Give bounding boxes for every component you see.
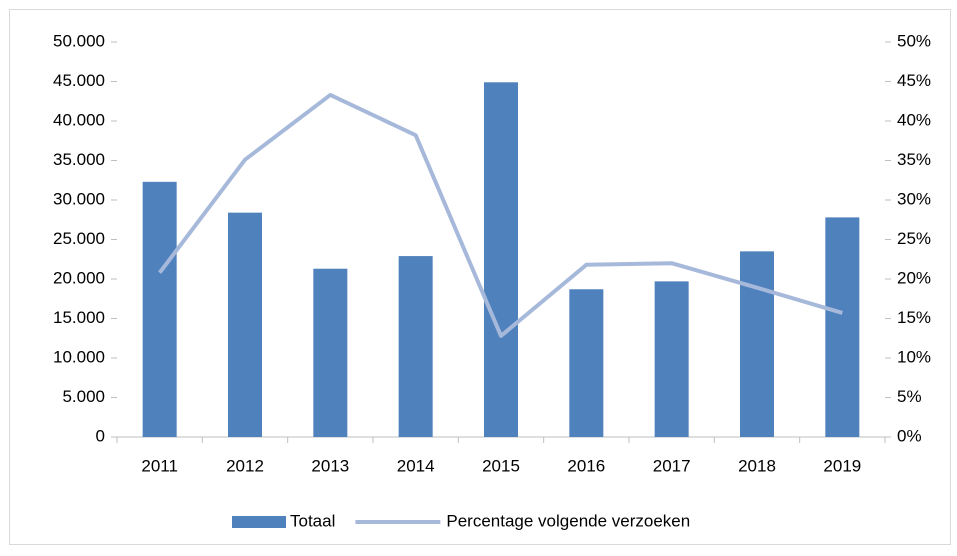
- y-tick-label: 0: [96, 426, 105, 445]
- y-tick-label: 30.000: [53, 189, 105, 208]
- x-tick-label: 2015: [482, 456, 520, 475]
- bar: [228, 212, 262, 437]
- x-tick-label: 2014: [397, 456, 435, 475]
- x-tick-label: 2016: [567, 456, 605, 475]
- line: [158, 92, 843, 338]
- y2-tick-label: 5%: [897, 387, 922, 406]
- bar: [398, 256, 433, 437]
- bar: [142, 181, 177, 437]
- y2-tick-label: 0%: [897, 426, 922, 445]
- y2-tick-label: 15%: [897, 308, 931, 327]
- x-tick-label: 2012: [226, 456, 264, 475]
- y2-tick-label: 40%: [897, 110, 931, 129]
- y-tick-label: 35.000: [53, 150, 105, 169]
- y2-tick-label: 25%: [897, 229, 931, 248]
- y2-tick-label: 35%: [897, 150, 931, 169]
- x-tick-label: 2013: [311, 456, 349, 475]
- y2-tick-label: 30%: [897, 189, 931, 208]
- x-tick-label: 2017: [653, 456, 691, 475]
- y2-tick-label: 50%: [897, 31, 931, 50]
- bar: [313, 268, 348, 437]
- x-tick-label: 2018: [738, 456, 776, 475]
- legend-label: Totaal: [290, 511, 335, 530]
- bar: [484, 82, 518, 437]
- y-tick-label: 20.000: [53, 268, 105, 287]
- y-tick-label: 50.000: [53, 31, 105, 50]
- y2-tick-label: 20%: [897, 268, 931, 287]
- bar: [740, 251, 774, 437]
- legend-label: Percentage volgende verzoeken: [446, 511, 690, 530]
- y2-tick-label: 45%: [897, 71, 931, 90]
- y-tick-label: 25.000: [53, 229, 105, 248]
- bar: [825, 217, 860, 437]
- y-tick-label: 45.000: [53, 71, 105, 90]
- y2-tick-label: 10%: [897, 347, 931, 366]
- y-tick-label: 5.000: [62, 387, 105, 406]
- y-tick-label: 15.000: [53, 308, 105, 327]
- x-tick-label: 2019: [823, 456, 861, 475]
- legend-swatch: [232, 516, 286, 528]
- bar: [569, 289, 604, 437]
- bar: [654, 281, 689, 437]
- x-tick-label: 2011: [141, 456, 178, 475]
- y-tick-label: 10.000: [53, 347, 105, 366]
- y-tick-label: 40.000: [53, 110, 105, 129]
